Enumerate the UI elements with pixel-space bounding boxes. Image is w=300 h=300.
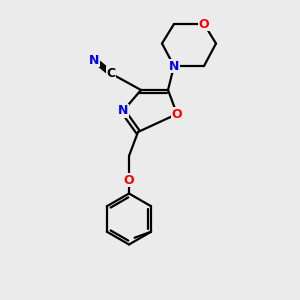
Text: N: N — [118, 104, 128, 118]
Text: C: C — [106, 67, 116, 80]
Text: O: O — [172, 107, 182, 121]
Text: N: N — [89, 53, 100, 67]
Text: O: O — [199, 17, 209, 31]
Text: O: O — [124, 173, 134, 187]
Text: N: N — [169, 59, 179, 73]
